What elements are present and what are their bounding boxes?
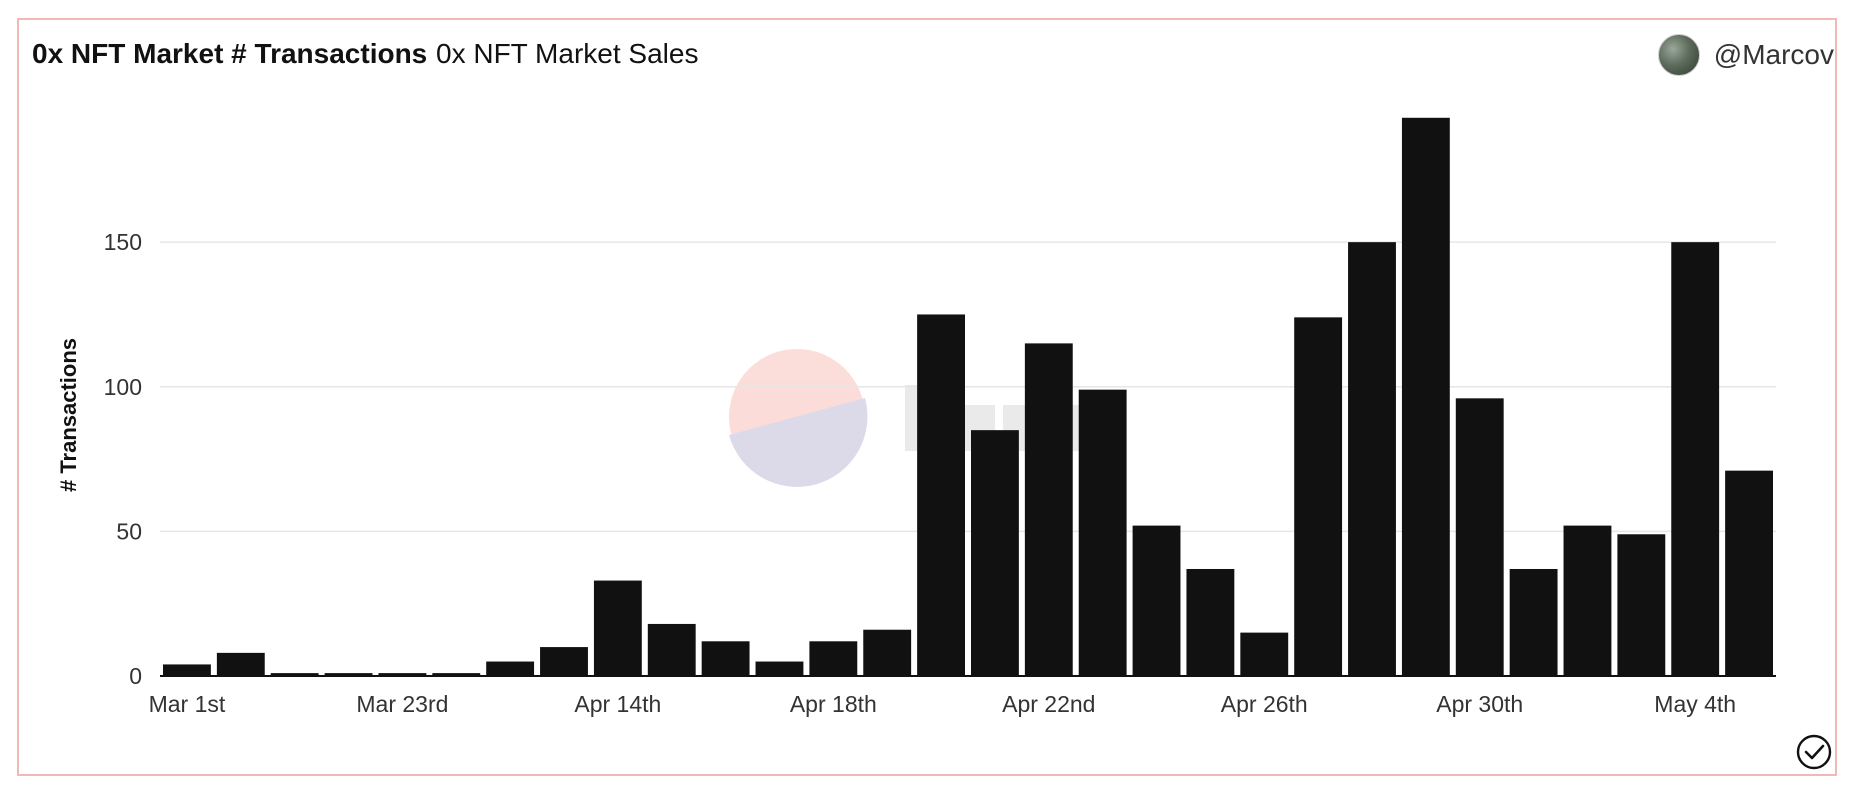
y-axis-label: # Transactions <box>56 338 81 492</box>
bar[interactable] <box>1024 343 1073 676</box>
y-tick-label: 150 <box>104 229 142 255</box>
chart-title: 0x NFT Market # Transactions <box>32 38 428 69</box>
x-tick-label: May 4th <box>1654 691 1736 717</box>
x-tick-label: Apr 30th <box>1436 691 1523 717</box>
y-axis-ticks: 0 50 100 150 <box>104 229 142 689</box>
bar[interactable] <box>1078 389 1127 676</box>
user-avatar-icon <box>1657 34 1700 76</box>
bar[interactable] <box>324 673 373 676</box>
bar[interactable] <box>1294 317 1343 676</box>
x-tick-label: Apr 14th <box>574 691 661 717</box>
bar[interactable] <box>432 673 481 676</box>
x-tick-label: Apr 26th <box>1221 691 1308 717</box>
author-name: @Marcov <box>1713 39 1834 70</box>
bar[interactable] <box>1509 568 1558 676</box>
bar[interactable] <box>701 641 750 676</box>
bar[interactable] <box>378 673 427 676</box>
bar[interactable] <box>593 580 642 676</box>
bar[interactable] <box>1401 117 1450 677</box>
y-tick-label: 100 <box>104 374 142 400</box>
bar[interactable] <box>486 661 535 676</box>
bar[interactable] <box>809 641 858 676</box>
bar[interactable] <box>270 673 319 676</box>
bar[interactable] <box>1617 534 1666 676</box>
bar[interactable] <box>971 430 1019 676</box>
bar[interactable] <box>1725 470 1773 676</box>
bar[interactable] <box>216 652 265 676</box>
x-tick-label: Mar 23rd <box>356 691 448 717</box>
x-axis-ticks: Mar 1st Mar 23rd Apr 14th Apr 18th Apr 22nd A… <box>149 691 1737 717</box>
bar[interactable] <box>1240 632 1289 676</box>
x-tick-label: Apr 22nd <box>1002 691 1095 717</box>
grid-lines <box>160 241 1776 533</box>
y-tick-label: 50 <box>116 518 142 544</box>
author-badge[interactable]: @Marcov <box>1657 34 1834 76</box>
bar[interactable] <box>917 314 965 676</box>
x-tick-label: Mar 1st <box>149 691 226 717</box>
bars <box>163 117 1773 677</box>
check-circle-icon[interactable] <box>1796 734 1832 770</box>
chart-subtitle-tab[interactable]: 0x NFT Market Sales <box>436 38 699 69</box>
bar[interactable] <box>1132 525 1181 676</box>
bar[interactable] <box>1455 398 1504 676</box>
bar[interactable] <box>755 661 804 676</box>
bar[interactable] <box>863 629 912 676</box>
bar[interactable] <box>1186 568 1235 676</box>
x-tick-label: Apr 18th <box>790 691 877 717</box>
bar[interactable] <box>540 647 588 676</box>
bar[interactable] <box>163 664 211 676</box>
bar[interactable] <box>1671 242 1720 676</box>
bar[interactable] <box>1563 525 1612 676</box>
y-tick-label: 0 <box>129 663 142 689</box>
bar[interactable] <box>1348 242 1396 676</box>
bar[interactable] <box>647 623 696 676</box>
